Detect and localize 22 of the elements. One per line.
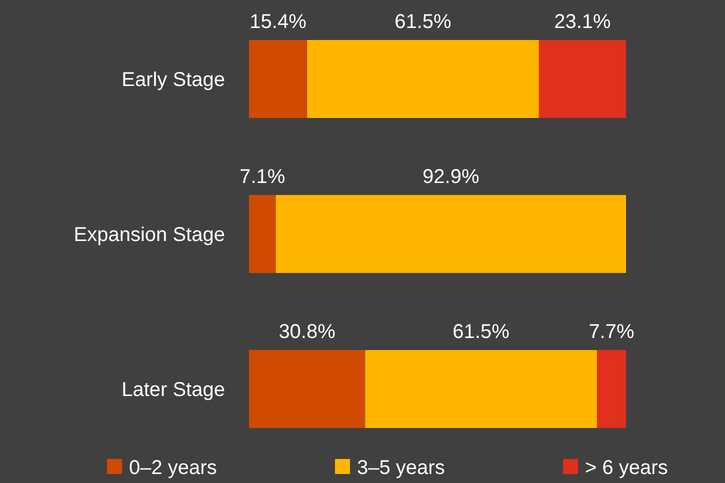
bar [365,350,597,428]
bar [307,40,539,118]
data-label: 61.5% [394,11,452,33]
bar [276,195,626,273]
data-label: 23.1% [554,11,612,33]
data-label: 92.9% [422,166,480,188]
legend-label: 0–2 years [129,457,217,479]
bar [596,350,626,428]
legend-label: > 6 years [585,457,668,479]
bar [249,350,366,428]
y-tick-label: Expansion Stage [74,224,225,246]
data-label: 15.4% [250,11,307,33]
data-label: 30.8% [278,321,336,344]
bar [538,40,626,118]
data-label: 61.5% [452,321,510,344]
bar [249,40,308,118]
data-label: 7.1% [240,166,286,188]
y-tick-label: Early Stage [122,68,225,91]
data-label: 7.7% [588,321,634,344]
legend-label: 3–5 years [357,457,445,479]
bar [249,195,276,273]
y-tick-label: Later Stage [122,379,225,402]
